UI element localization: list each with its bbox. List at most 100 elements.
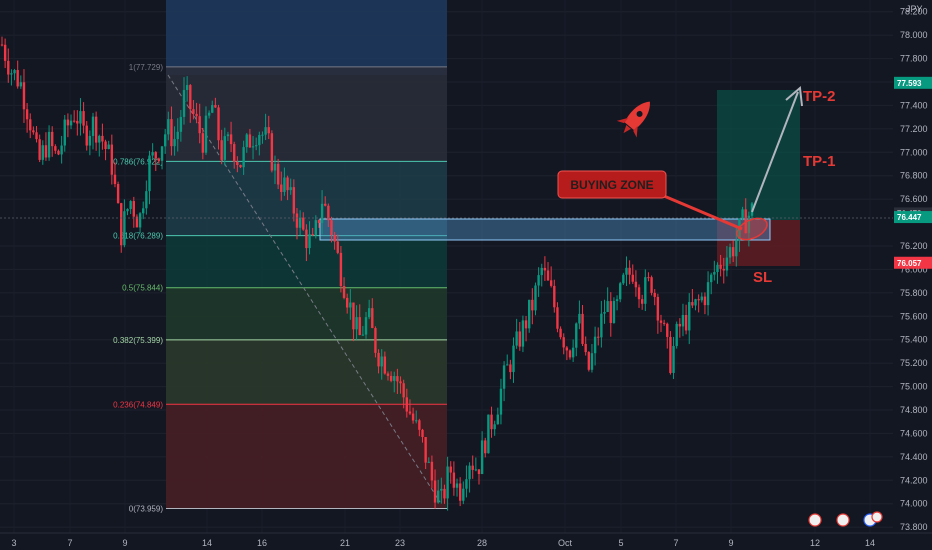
candle-body [543,267,547,271]
candle-body [672,345,675,373]
candle-body [722,268,725,271]
candle-body [446,466,449,499]
event-icons[interactable] [808,511,883,527]
candle-body [361,334,365,336]
fib-band [166,287,447,340]
candle-body [612,300,616,323]
candle-body [29,119,32,131]
candle-body [283,177,286,192]
candle-body [35,132,38,140]
candle-body [578,313,581,324]
candle-body [725,257,729,271]
candle-body [546,270,550,281]
annotations: BUYING ZONE TP-2 TP-1 SL [557,86,836,286]
y-tick-label: 75.000 [900,382,928,392]
price-badge-label: 77.593 [897,79,922,88]
x-tick-label: 14 [865,538,875,548]
candle-body [154,152,157,159]
candle-body [631,274,634,282]
candles [0,36,754,511]
y-tick-label: 74.000 [900,499,928,509]
candle-body [47,131,51,158]
fibonacci-retracement[interactable]: 1(77.729) 0.786(76.922) 0.618(76.289) 0.5(7… [113,63,447,514]
candle-body [308,234,311,249]
candle-body [173,139,176,147]
candle-body [254,145,258,147]
fib-level-label: 0.382(75.399) [113,336,163,345]
x-tick-label: 28 [477,538,487,548]
candle-body [364,317,368,335]
long-position-loss-zone[interactable] [717,220,800,266]
candle-body [242,147,245,168]
candle-body [427,461,430,463]
y-tick-label: 78.200 [900,7,928,17]
y-tick-label: 74.600 [900,428,928,438]
candle-body [537,275,540,286]
candle-body [25,109,29,120]
candle-body [10,73,13,75]
candle-body [430,461,434,481]
candle-body [625,267,628,275]
candle-body [7,60,10,75]
candle-body [480,440,484,475]
candle-body [229,134,233,145]
candle-body [371,308,374,329]
y-tick-label: 74.400 [900,452,928,462]
candle-body [295,213,299,228]
candle-body [320,203,324,223]
y-tick-label: 75.400 [900,335,928,345]
long-position-profit-zone[interactable] [717,90,800,220]
candle-body [192,109,195,114]
candle-body [622,274,625,284]
candle-body [462,488,465,501]
candle-body [217,107,220,141]
candle-body [669,336,672,373]
candle-body [44,145,48,158]
candle-body [581,313,584,344]
candle-body [317,220,321,223]
candle-body [60,145,63,155]
candle-body [694,299,697,306]
candle-body [455,483,459,488]
candle-body [584,343,587,353]
fib-trend-line [167,74,441,503]
candle-body [333,235,336,242]
candle-body [502,365,506,389]
target-arrow-line [751,91,799,213]
y-tick-label: 77.000 [900,147,928,157]
candle-body [345,297,349,308]
candle-body [298,217,302,228]
event-flag-icon[interactable] [836,513,850,527]
candle-body [562,337,565,348]
candle-body [289,187,292,191]
fib-level-label: 0.236(74.849) [113,400,163,409]
candle-body [201,133,205,153]
candle-body [63,119,66,146]
candle-body [506,364,509,366]
candle-body [691,302,694,306]
candle-body [302,217,305,230]
candle-body [367,308,371,318]
candle-body [0,44,4,46]
fib-band [166,66,447,162]
candle-body [22,82,26,110]
event-flag-icon[interactable] [871,511,883,523]
candle-body [176,131,179,140]
candle-body [634,281,638,288]
event-flag-icon[interactable] [808,513,822,527]
buying-zone-rectangle[interactable] [319,218,771,241]
candle-body [138,213,142,228]
tp2-label: TP-2 [803,88,836,105]
candle-body [72,120,76,122]
candle-body [239,165,242,168]
candle-body [499,388,503,415]
candle-body [82,111,85,126]
candle-body [57,150,60,155]
candle-body [396,376,399,382]
candle-body [148,155,151,192]
candle-body [496,414,500,425]
candle-body [276,163,280,185]
candle-body [568,350,572,358]
candle-body [198,116,201,134]
